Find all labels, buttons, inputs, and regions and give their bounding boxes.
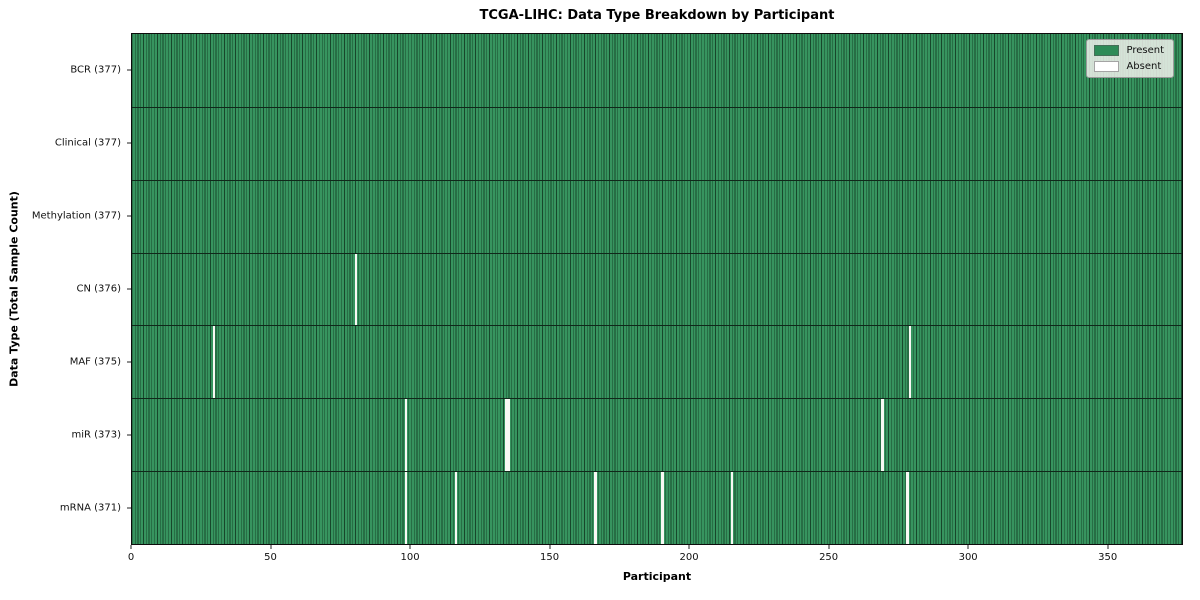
- legend: Present Absent: [1086, 39, 1174, 78]
- absent-cell-mRNA-190: [661, 472, 664, 544]
- y-tick-label-miR: miR (373): [71, 429, 121, 441]
- x-tick-mark: [828, 545, 830, 549]
- legend-item-present: Present: [1094, 45, 1164, 56]
- heatmap-row-BCR: [132, 34, 1182, 107]
- y-tick-mark: [127, 361, 131, 363]
- heatmap-row-Methylation: [132, 179, 1182, 253]
- x-axis-label: Participant: [622, 570, 692, 583]
- y-tick-label-Clinical: Clinical (377): [54, 137, 121, 149]
- legend-label-present: Present: [1126, 45, 1164, 56]
- y-tick-label-mRNA: mRNA (371): [59, 502, 121, 514]
- absent-cell-miR-134: [505, 399, 508, 472]
- absent-cell-miR-135: [507, 399, 511, 472]
- x-tick-label-150: 150: [540, 552, 560, 563]
- x-tick-label-300: 300: [958, 552, 978, 563]
- chart-title: TCGA-LIHC: Data Type Breakdown by Partic…: [479, 8, 835, 23]
- x-tick-label-50: 50: [264, 552, 277, 563]
- y-tick-label-BCR: BCR (377): [70, 64, 121, 76]
- y-tick-mark: [127, 434, 131, 436]
- heatmap-row-CN: [132, 252, 1182, 326]
- legend-item-absent: Absent: [1094, 61, 1164, 72]
- x-axis: 0 50 100 150 200 250 300 350: [127, 545, 1183, 575]
- x-tick-label-200: 200: [679, 552, 699, 563]
- heatmap-row-MAF: [132, 325, 1182, 399]
- y-tick-mark: [127, 142, 131, 144]
- absent-cell-mRNA-278: [906, 472, 909, 544]
- absent-cell-miR-98: [404, 399, 408, 472]
- x-tick-label-0: 0: [127, 552, 135, 563]
- absent-cell-CN-80: [354, 253, 358, 326]
- heatmap-row-Clinical: [132, 106, 1182, 180]
- x-tick-label-250: 250: [819, 552, 839, 563]
- legend-swatch-absent: [1094, 61, 1120, 72]
- y-tick-mark: [127, 288, 131, 290]
- x-tick-mark: [1107, 545, 1109, 549]
- y-tick-mark: [127, 215, 131, 217]
- legend-swatch-present: [1094, 45, 1120, 56]
- x-tick-mark: [409, 545, 411, 549]
- heatmap-plot-area: Present Absent: [131, 33, 1183, 545]
- x-tick-label-100: 100: [400, 552, 420, 563]
- x-tick-mark: [130, 545, 132, 549]
- y-axis: BCR (377) Clinical (377) Methylation (377)…: [0, 33, 131, 545]
- absent-cell-miR-269: [881, 399, 884, 472]
- y-tick-label-Methylation: Methylation (377): [31, 210, 121, 222]
- absent-cell-mRNA-116: [455, 472, 458, 544]
- legend-label-absent: Absent: [1126, 61, 1162, 72]
- x-tick-mark: [688, 545, 690, 549]
- x-tick-mark: [967, 545, 969, 549]
- y-tick-mark: [127, 69, 131, 71]
- absent-cell-MAF-279: [909, 326, 912, 399]
- x-tick-label-350: 350: [1098, 552, 1118, 563]
- y-tick-label-MAF: MAF (375): [69, 356, 121, 368]
- y-tick-label-CN: CN (376): [76, 283, 121, 295]
- absent-cell-mRNA-98: [404, 472, 408, 544]
- x-tick-mark: [549, 545, 551, 549]
- x-tick-mark: [270, 545, 272, 549]
- absent-cell-MAF-29: [212, 326, 216, 399]
- absent-cell-mRNA-166: [594, 472, 597, 544]
- heatmap-row-mRNA: [132, 471, 1182, 544]
- absent-cell-mRNA-215: [730, 472, 734, 544]
- heatmap-row-miR: [132, 398, 1182, 472]
- y-tick-mark: [127, 507, 131, 509]
